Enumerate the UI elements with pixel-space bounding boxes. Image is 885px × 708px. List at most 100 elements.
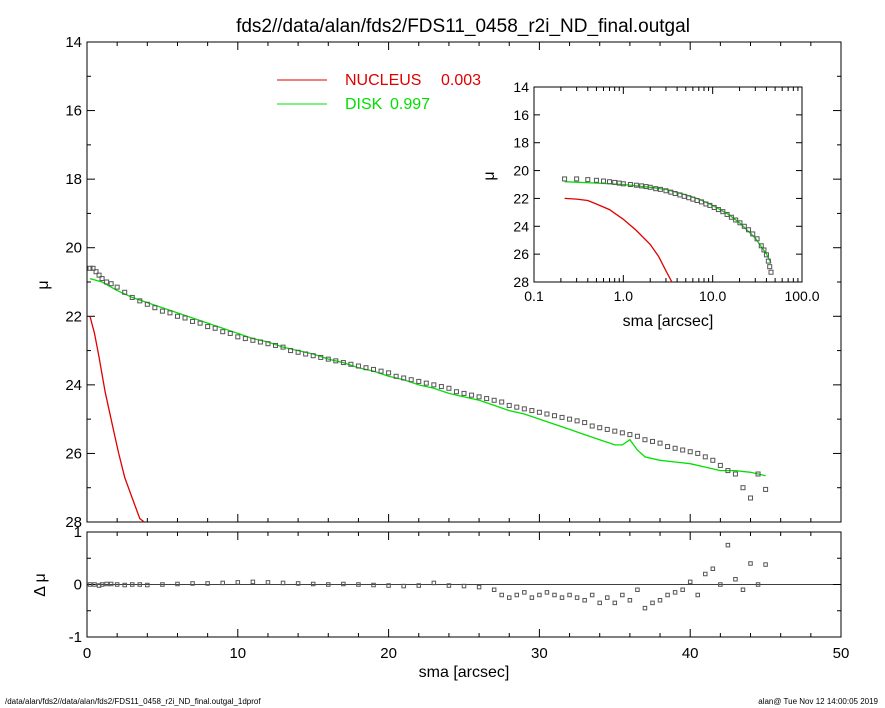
inset-nucleus-line [564, 197, 673, 283]
main-data-point [371, 366, 377, 372]
main-data-point [732, 471, 738, 477]
main-series [87, 265, 769, 523]
residual-point [491, 587, 497, 592]
main-data-point [680, 447, 686, 453]
residual-point [104, 581, 109, 587]
main-data-point [650, 438, 655, 444]
residual-point [280, 580, 286, 586]
inset-data-point [657, 186, 663, 192]
residual-point [680, 587, 685, 592]
residual-point [529, 595, 535, 600]
main-data-point [687, 449, 693, 455]
inset-x-tick-label: 100.0 [784, 288, 819, 304]
residual-point [574, 595, 580, 600]
residual-point [642, 605, 648, 611]
residual-point [733, 577, 738, 582]
inset-plot-frame [533, 86, 803, 283]
residual-point [635, 587, 640, 592]
residual-point [295, 581, 301, 586]
residual-x-tick-label: 30 [531, 645, 548, 662]
residual-point [725, 542, 731, 548]
inset-data-point [574, 176, 580, 182]
residual-point [190, 581, 195, 586]
residual-point [175, 581, 180, 587]
inset-data-point [758, 243, 764, 249]
residual-point [695, 592, 700, 598]
legend: NUCLEUS 0.003 DISK 0.997 [277, 72, 481, 113]
main-data-point [310, 353, 316, 359]
main-data-point [634, 433, 640, 439]
inset-data-point [620, 181, 626, 187]
residual-point [386, 583, 391, 588]
residual-point [544, 590, 550, 595]
residual-point [627, 598, 633, 603]
main-data-point [423, 380, 429, 386]
residual-point [265, 580, 271, 585]
inset-y-axis-label: μ [481, 171, 498, 180]
residual-point [446, 583, 452, 588]
main-data-point [152, 305, 158, 311]
residual-y-tick-label: 0 [74, 577, 82, 594]
main-data-point [461, 390, 467, 396]
legend-disk-value: 0.997 [390, 96, 430, 113]
residual-x-tick-label: 50 [833, 645, 850, 662]
main-ticks: 14 16 18 20 22 24 26 28 [65, 34, 842, 531]
main-data-point [582, 420, 588, 426]
main-data-point [702, 454, 708, 460]
residual-point [326, 582, 331, 587]
inset-y-tick-label: 16 [513, 107, 529, 123]
main-data-point [348, 361, 354, 367]
residual-series [87, 542, 768, 611]
footer-user-date: alan@ Tue Nov 12 14:00:05 2019 [758, 697, 878, 706]
main-panel: 14 16 18 20 22 24 26 28 μ NUCLEUS 0.003 DISK 0.… [35, 34, 842, 531]
main-y-tick-label: 22 [65, 308, 82, 325]
residual-point [703, 571, 708, 577]
main-data-point [235, 334, 241, 340]
inset-data-point [633, 182, 639, 188]
main-data-point [257, 339, 263, 345]
inset-data-point [728, 214, 734, 220]
residual-point [597, 600, 602, 606]
main-data-point [748, 495, 754, 501]
inset-background [505, 62, 825, 287]
residual-point [605, 595, 610, 600]
residual-point [672, 590, 678, 595]
main-data-point [529, 408, 535, 414]
inset-x-axis-label: sma [arcsec] [623, 313, 714, 330]
main-data-point [363, 365, 369, 371]
residual-point [476, 584, 482, 590]
main-data-point [174, 313, 180, 319]
residual-point [341, 581, 346, 587]
inset-y-tick-label: 20 [513, 163, 529, 179]
inset-data-point [750, 231, 756, 237]
main-data-point [280, 344, 286, 350]
residual-point [718, 582, 723, 587]
main-y-tick-label: 24 [65, 377, 82, 394]
main-data-point [755, 471, 761, 477]
residual-point [250, 579, 256, 585]
residual-point [160, 582, 165, 587]
main-data-point [295, 349, 301, 355]
residual-point [108, 581, 114, 587]
inset-y-tick-label: 24 [513, 218, 529, 234]
residual-x-axis-label: sma [arcsec] [419, 664, 510, 681]
main-y-tick-label: 14 [65, 34, 82, 51]
residual-point [145, 582, 150, 588]
residual-point [552, 592, 557, 598]
main-data-point [657, 440, 663, 446]
main-data-point [90, 265, 96, 271]
main-data-point [122, 289, 128, 295]
main-data-point [476, 394, 482, 400]
main-data-point [182, 315, 188, 321]
main-data-point [574, 418, 580, 424]
residual-point [99, 582, 105, 587]
inset-data-point [606, 179, 612, 185]
inset-data-point [737, 220, 743, 226]
residual-point [499, 592, 504, 598]
residual-point [763, 562, 768, 567]
main-data-point [250, 337, 256, 343]
main-data-point [453, 389, 459, 395]
main-data-point [536, 409, 542, 415]
